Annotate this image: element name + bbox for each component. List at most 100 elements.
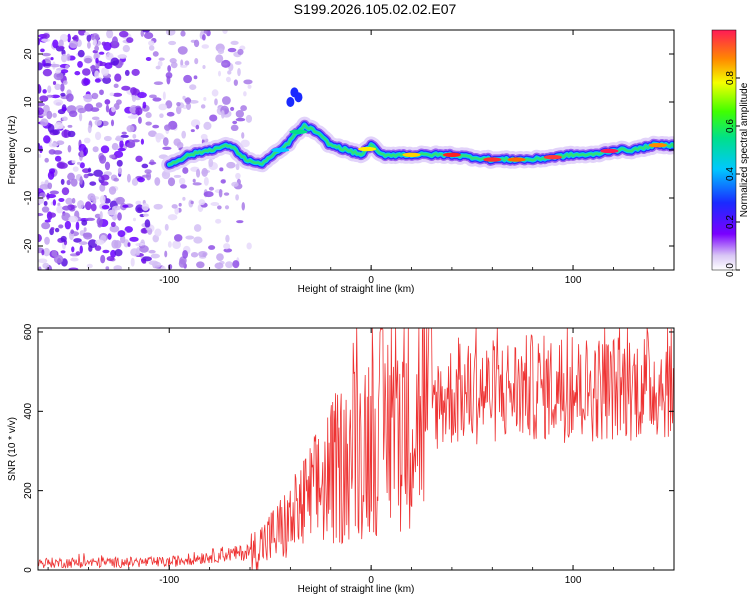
noise-blob (234, 61, 242, 65)
noise-blob (52, 129, 60, 136)
snr-xtick-label: 100 (565, 575, 582, 586)
noise-blob (117, 212, 122, 221)
noise-blob (173, 174, 182, 178)
colorbar-tick-label: 0.8 (725, 71, 736, 85)
noise-blob (241, 201, 246, 211)
ridge-hotspot (289, 129, 308, 134)
noise-blob (186, 102, 192, 111)
noise-blob (51, 250, 58, 257)
noise-blob (95, 239, 105, 245)
noise-blob (63, 129, 68, 138)
noise-blob (202, 65, 206, 69)
noise-blob (190, 129, 195, 133)
noise-blob (132, 133, 137, 139)
noise-blob (109, 225, 120, 233)
noise-blob (121, 85, 131, 91)
noise-blob (116, 159, 123, 167)
ridge-hotspot (358, 146, 377, 152)
noise-blob (135, 247, 141, 256)
ridge-hotspot (648, 143, 667, 148)
noise-blob (225, 234, 230, 243)
noise-blob (94, 78, 101, 83)
noise-blob (216, 253, 224, 261)
noise-blob (83, 227, 87, 232)
noise-blob (208, 158, 214, 168)
noise-blob (92, 39, 97, 46)
noise-blob (203, 96, 207, 102)
noise-blob (180, 30, 186, 37)
noise-blob (77, 49, 85, 58)
noise-blob (222, 30, 228, 35)
noise-blob (214, 98, 218, 106)
noise-blob (73, 238, 82, 243)
noise-blob (114, 248, 123, 257)
noise-blob (109, 154, 116, 159)
noise-blob (113, 83, 119, 89)
noise-blob (182, 167, 189, 174)
noise-blob (167, 241, 172, 248)
noise-blob (172, 240, 181, 250)
noise-blob (94, 119, 102, 126)
noise-blob (104, 198, 111, 204)
noise-blob (41, 38, 51, 42)
spectrogram-ytick-label: 0 (23, 147, 34, 153)
noise-blob (203, 30, 209, 34)
noise-blob (100, 254, 106, 264)
noise-blob (56, 140, 65, 146)
noise-blob (235, 117, 246, 122)
noise-blob (69, 40, 79, 49)
ridge-hotspot (543, 155, 562, 160)
noise-blob (60, 250, 66, 254)
colorbar-tick-label: 0.0 (725, 263, 736, 277)
noise-blob (111, 106, 116, 113)
noise-blob (105, 266, 110, 270)
noise-blob (61, 106, 67, 112)
noise-blob (174, 206, 180, 215)
noise-blob (145, 121, 152, 126)
noise-blob (65, 64, 70, 70)
noise-blob (220, 179, 226, 184)
noise-blob (114, 137, 125, 141)
spectrogram-ytick-label: -20 (23, 238, 34, 253)
noise-blob (102, 249, 110, 254)
noise-blob (152, 124, 160, 129)
ridge-hotspot (483, 157, 502, 162)
noise-blob (198, 251, 208, 258)
noise-blob (83, 151, 87, 156)
noise-blob (95, 57, 99, 64)
noise-blob (148, 45, 155, 51)
noise-blob (50, 227, 55, 231)
noise-blob (167, 65, 172, 73)
noise-blob (38, 258, 48, 264)
snr-axes: -100 0 100 0 200 400 600 (23, 323, 674, 586)
noise-blob (83, 137, 91, 144)
noise-blob (117, 167, 123, 175)
noise-blob (71, 246, 75, 253)
noise-blob (126, 37, 134, 43)
noise-blob (67, 130, 76, 138)
noise-blob (130, 257, 135, 267)
noise-blob (153, 81, 164, 85)
spectrogram-ytick-label: 20 (23, 48, 34, 60)
noise-blob (211, 89, 219, 97)
noise-blob (165, 30, 176, 36)
snr-xtick-label: -100 (159, 575, 179, 586)
noise-blob (237, 67, 241, 77)
noise-blob (94, 131, 102, 141)
noise-blob (152, 234, 159, 243)
noise-blob (54, 83, 61, 90)
noise-blob (83, 232, 93, 240)
noise-blob (221, 62, 228, 66)
snr-frame (37, 327, 675, 571)
noise-blob (217, 70, 222, 77)
noise-blob (75, 221, 80, 231)
noise-blob (164, 223, 169, 231)
noise-blob (44, 157, 49, 163)
noise-blob (241, 132, 245, 139)
noise-blob (96, 217, 104, 226)
noise-blob (86, 263, 93, 269)
noise-blob (126, 141, 136, 149)
noise-blob (218, 189, 223, 198)
noise-blob (72, 34, 79, 43)
noise-blob (72, 166, 79, 172)
